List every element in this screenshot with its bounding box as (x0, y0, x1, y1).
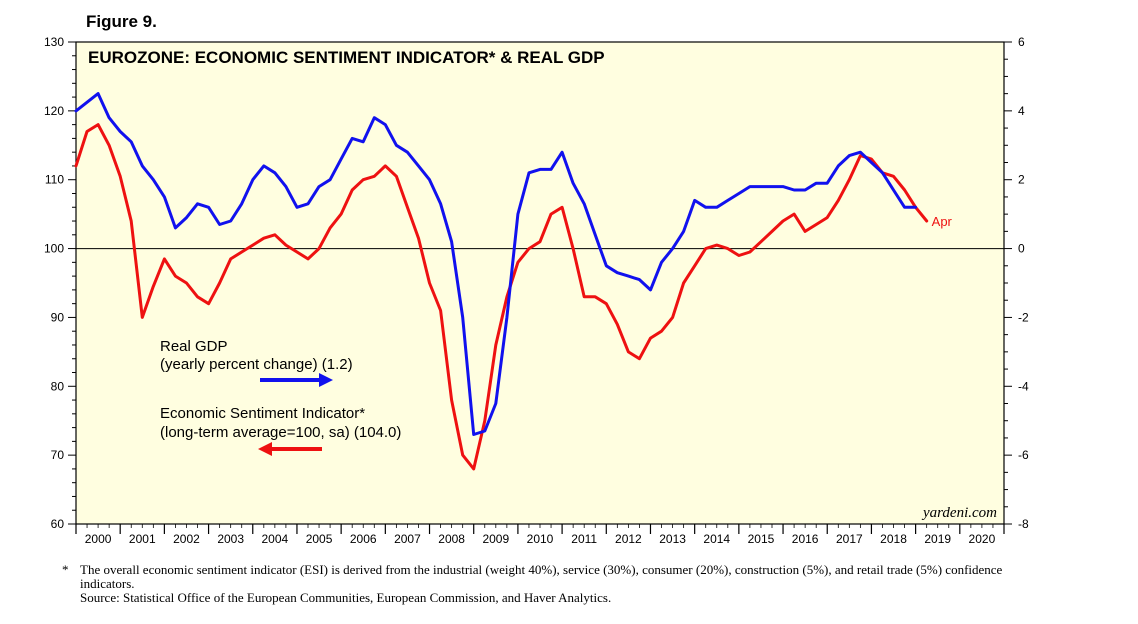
esi-series-line (74, 123, 929, 471)
esi-end-label: Apr (932, 214, 953, 229)
notes: * The overall economic sentiment indicat… (62, 563, 1010, 605)
x-tick-label: 2009 (482, 532, 509, 546)
figure-label: Figure 9. (86, 12, 157, 31)
x-tick-label: 2012 (615, 532, 642, 546)
right-tick-label: 0 (1018, 242, 1025, 256)
x-tick-label: 2003 (217, 532, 244, 546)
x-tick-label: 2014 (703, 532, 730, 546)
right-tick-label: 6 (1018, 35, 1025, 49)
x-tick-label: 2011 (571, 532, 597, 546)
source-note: Source: Statistical Office of the Europe… (80, 590, 612, 605)
plot-area (75, 41, 1005, 525)
left-tick-label: 110 (45, 173, 64, 187)
x-tick-label: 2020 (969, 532, 996, 546)
x-tick-label: 2001 (129, 532, 156, 546)
x-tick-label: 2006 (350, 532, 377, 546)
legend-esi-detail: (long-term average=100, sa) (104.0) (160, 424, 401, 441)
legend-gdp-name: Real GDP (160, 338, 228, 355)
chart-title: EUROZONE: ECONOMIC SENTIMENT INDICATOR* … (88, 48, 605, 67)
footnote: The overall economic sentiment indicator… (80, 562, 1003, 591)
x-tick-label: 2017 (836, 532, 863, 546)
plot-frame (75, 41, 1005, 525)
right-tick-label: -2 (1018, 310, 1029, 324)
left-tick-label: 100 (44, 242, 64, 256)
x-tick-label: 2005 (306, 532, 333, 546)
x-tick-label: 2010 (527, 532, 554, 546)
watermark: yardeni.com (921, 505, 997, 521)
x-tick-label: 2004 (262, 532, 289, 546)
x-tick-label: 2007 (394, 532, 421, 546)
left-tick-label: 130 (44, 35, 64, 49)
right-tick-label: -8 (1018, 517, 1029, 531)
x-tick-label: 2019 (924, 532, 951, 546)
x-tick-label: 2013 (659, 532, 686, 546)
left-tick-label: 60 (51, 517, 65, 531)
x-tick-label: 2016 (792, 532, 819, 546)
right-tick-label: 4 (1018, 104, 1025, 118)
x-tick-label: 2015 (748, 532, 775, 546)
x-tick-label: 2018 (880, 532, 907, 546)
legend: Real GDP(yearly percent change) (1.2) Eco… (160, 338, 401, 456)
axes: 60 70 80 90 100 110 120 130 -8 -6 -4 -2 0 2 4 6 2000 2001… (44, 35, 1029, 546)
right-tick-label: -4 (1018, 379, 1029, 393)
legend-esi-arrowhead (258, 442, 272, 456)
footnote-marker: * (62, 562, 69, 577)
left-tick-label: 120 (44, 104, 64, 118)
x-tick-label: 2000 (85, 532, 112, 546)
right-tick-label: -6 (1018, 448, 1029, 462)
legend-esi-name: Economic Sentiment Indicator* (160, 405, 365, 422)
left-tick-label: 90 (51, 310, 65, 324)
chart: 60 70 80 90 100 110 120 130 -8 -6 -4 -2 0 2 4 6 2000 2001… (44, 35, 1029, 546)
legend-gdp-detail: (yearly percent change) (1.2) (160, 356, 353, 373)
x-tick-label: 2008 (438, 532, 465, 546)
gdp-series-line (74, 92, 918, 436)
left-tick-label: 70 (51, 448, 65, 462)
right-tick-label: 2 (1018, 173, 1025, 187)
left-tick-label: 80 (51, 379, 65, 393)
legend-gdp-arrowhead (319, 373, 333, 387)
series-layer: Apr (74, 92, 953, 471)
x-tick-label: 2002 (173, 532, 200, 546)
